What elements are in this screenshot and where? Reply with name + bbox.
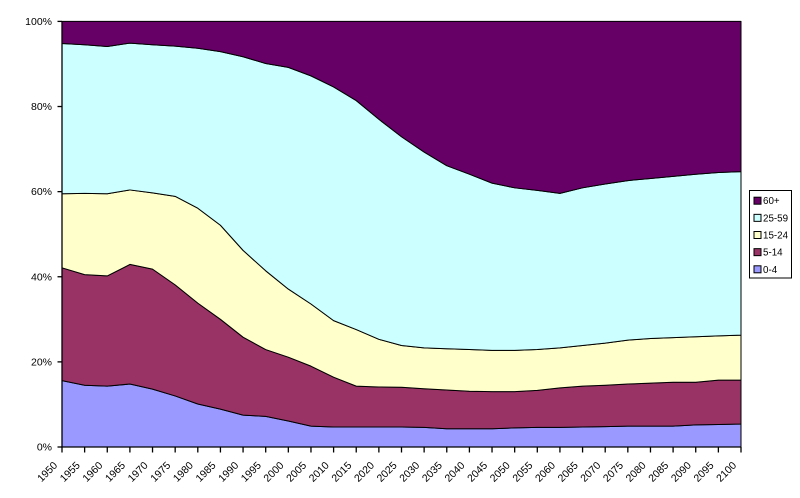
svg-text:20%: 20% [31, 356, 52, 368]
svg-text:5-14: 5-14 [763, 248, 783, 259]
svg-text:0-4: 0-4 [763, 265, 778, 276]
svg-text:60+: 60+ [763, 196, 780, 207]
svg-text:40%: 40% [31, 271, 52, 283]
svg-text:15-24: 15-24 [763, 231, 789, 242]
svg-text:60%: 60% [31, 186, 52, 198]
svg-text:0%: 0% [37, 442, 52, 454]
svg-text:100%: 100% [25, 16, 52, 28]
svg-text:25-59: 25-59 [763, 213, 788, 224]
svg-text:80%: 80% [31, 101, 52, 113]
